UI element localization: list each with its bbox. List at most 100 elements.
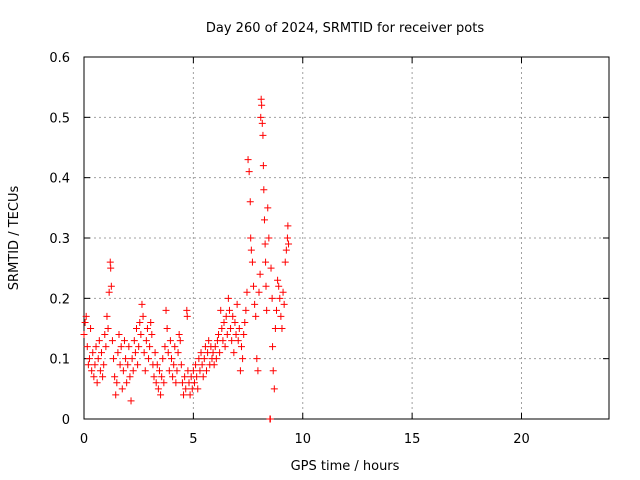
data-point bbox=[270, 385, 278, 393]
data-point bbox=[225, 306, 233, 314]
data-point bbox=[245, 168, 253, 176]
data-point bbox=[155, 367, 163, 375]
data-point bbox=[269, 343, 277, 351]
data-point bbox=[82, 312, 90, 320]
data-point bbox=[239, 355, 247, 363]
y-tick-label: 0.1 bbox=[49, 353, 70, 368]
data-point bbox=[212, 355, 220, 363]
data-point bbox=[100, 361, 108, 369]
data-point bbox=[283, 234, 291, 242]
data-point bbox=[182, 385, 190, 393]
data-point bbox=[126, 373, 134, 381]
data-point bbox=[230, 349, 238, 357]
data-point bbox=[80, 331, 88, 339]
data-point bbox=[88, 367, 96, 375]
data-point bbox=[278, 325, 286, 332]
y-tick-label: 0.6 bbox=[49, 51, 70, 66]
data-point bbox=[175, 331, 183, 339]
data-point bbox=[135, 343, 143, 351]
data-point bbox=[163, 325, 171, 332]
data-point bbox=[275, 282, 283, 290]
data-point bbox=[129, 367, 137, 375]
data-point bbox=[217, 306, 225, 314]
data-point bbox=[198, 361, 206, 369]
x-tick-label: 5 bbox=[189, 432, 197, 447]
data-point bbox=[105, 288, 113, 296]
data-point bbox=[92, 343, 100, 351]
data-point bbox=[177, 361, 185, 369]
data-point bbox=[247, 234, 255, 242]
data-point bbox=[94, 355, 102, 363]
data-point bbox=[209, 349, 217, 357]
data-point bbox=[261, 240, 269, 248]
data-point bbox=[178, 379, 186, 387]
data-point bbox=[83, 343, 91, 351]
data-point bbox=[227, 325, 235, 332]
x-axis-label: GPS time / hours bbox=[291, 459, 400, 474]
data-point bbox=[233, 300, 241, 308]
data-point bbox=[165, 367, 173, 375]
data-point bbox=[262, 258, 270, 266]
data-point bbox=[125, 343, 133, 351]
data-point bbox=[262, 282, 270, 290]
data-point bbox=[199, 373, 207, 381]
data-point bbox=[161, 343, 169, 351]
data-point bbox=[134, 361, 142, 369]
data-point bbox=[252, 312, 260, 320]
data-point bbox=[143, 325, 151, 332]
data-point bbox=[119, 367, 127, 375]
data-point bbox=[280, 300, 288, 308]
data-point bbox=[110, 355, 118, 363]
axis-ticks: 0 0.1 0.2 0.3 0.4 0.5 0.6 0 5 10 15 20 bbox=[49, 51, 609, 447]
data-point bbox=[236, 367, 244, 375]
data-point bbox=[253, 355, 261, 363]
y-tick-label: 0.4 bbox=[49, 172, 70, 187]
data-point bbox=[150, 373, 158, 381]
data-point bbox=[189, 367, 197, 375]
data-point bbox=[240, 331, 248, 339]
data-point bbox=[114, 349, 122, 357]
data-point bbox=[103, 312, 111, 320]
data-point bbox=[183, 306, 191, 314]
data-point bbox=[224, 294, 232, 302]
data-point bbox=[215, 331, 223, 339]
y-tick-label: 0.2 bbox=[49, 292, 70, 307]
data-point bbox=[164, 349, 172, 357]
data-point bbox=[136, 318, 144, 326]
data-point bbox=[127, 397, 135, 405]
data-point bbox=[268, 294, 276, 302]
chart-title: Day 260 of 2024, SRMTID for receiver pot… bbox=[206, 21, 484, 36]
x-tick-label: 10 bbox=[294, 432, 311, 447]
data-point bbox=[284, 222, 292, 230]
data-point bbox=[158, 373, 166, 381]
data-point bbox=[228, 337, 236, 345]
data-point bbox=[219, 337, 227, 345]
data-point bbox=[112, 391, 120, 399]
data-point bbox=[246, 198, 254, 206]
data-point bbox=[111, 373, 119, 381]
data-point bbox=[266, 415, 274, 423]
data-point bbox=[145, 355, 153, 363]
data-point bbox=[106, 258, 114, 266]
data-point bbox=[122, 355, 130, 363]
data-point bbox=[170, 361, 178, 369]
data-point bbox=[139, 312, 147, 320]
data-point bbox=[128, 355, 136, 363]
data-point bbox=[243, 288, 251, 296]
data-point bbox=[263, 306, 271, 314]
data-point bbox=[124, 361, 132, 369]
data-point bbox=[259, 131, 267, 139]
data-point bbox=[160, 379, 168, 387]
data-point bbox=[256, 270, 264, 278]
data-point bbox=[258, 119, 266, 127]
data-point bbox=[267, 264, 275, 272]
data-point bbox=[203, 367, 210, 375]
data-point bbox=[234, 337, 242, 345]
data-point bbox=[107, 282, 115, 290]
data-point bbox=[104, 325, 112, 332]
data-point bbox=[282, 246, 290, 254]
data-point bbox=[229, 312, 237, 320]
data-point bbox=[251, 300, 259, 308]
data-point bbox=[273, 306, 280, 314]
x-tick-label: 20 bbox=[513, 432, 530, 447]
